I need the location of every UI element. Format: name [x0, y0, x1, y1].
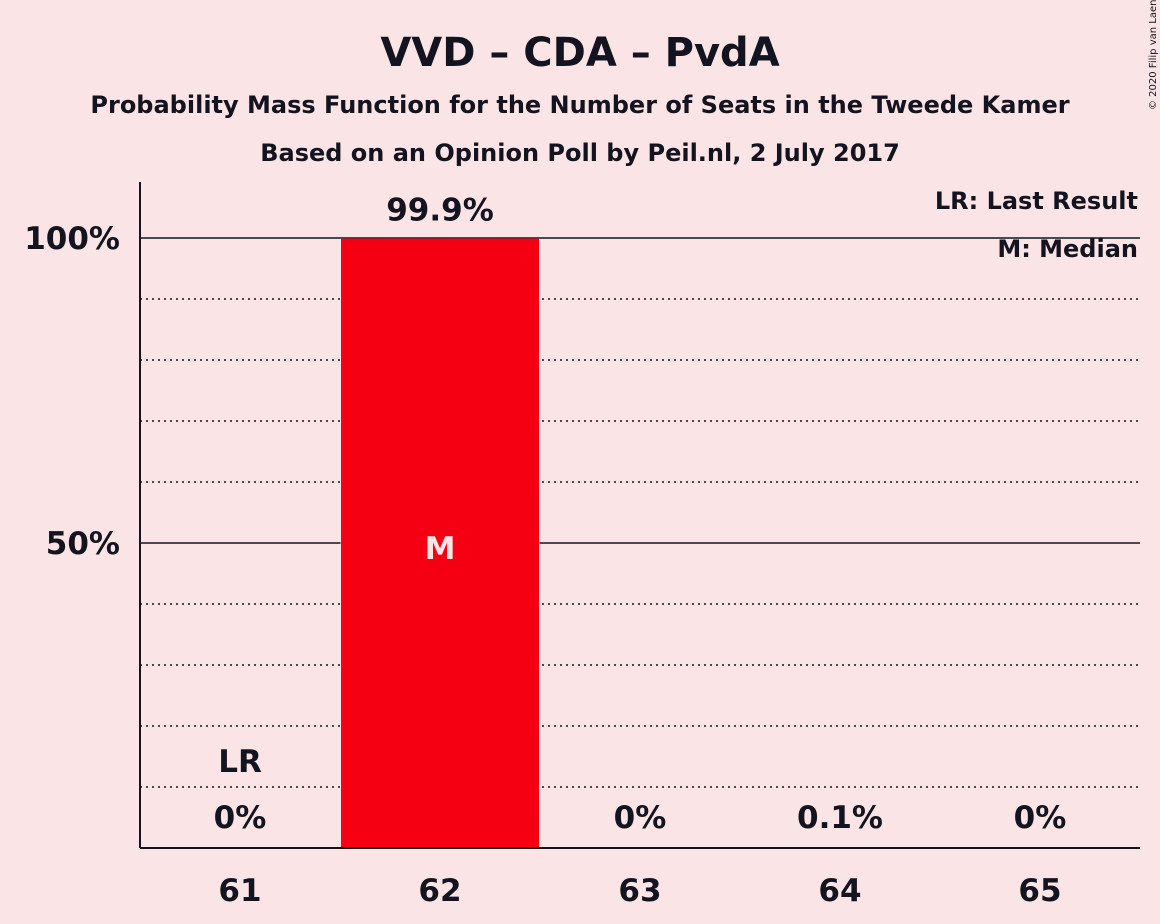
y-tick-labels: 50% 100%	[24, 221, 120, 562]
grid-lines	[140, 237, 1140, 788]
median-marker: M	[425, 531, 456, 567]
x-tick-label: 64	[818, 873, 861, 909]
chart-title: VVD – CDA – PvdA	[380, 30, 779, 76]
chart-subtitle-2: Based on an Opinion Poll by Peil.nl, 2 J…	[260, 139, 900, 167]
x-tick-labels: 61 62 63 64 65	[218, 873, 1061, 909]
x-tick-label: 62	[418, 873, 461, 909]
bar-value-labels: 0% LR 99.9% M 0% 0.1% 0%	[214, 193, 1067, 836]
bar-62	[341, 238, 539, 849]
bar-value-label: 0%	[214, 800, 267, 836]
last-result-marker: LR	[218, 744, 262, 780]
bar-value-label: 0%	[1014, 800, 1067, 836]
x-tick-label: 65	[1018, 873, 1061, 909]
bar-value-label: 99.9%	[386, 193, 494, 229]
y-tick-label: 100%	[24, 221, 120, 257]
bar-value-label: 0%	[614, 800, 667, 836]
chart-subtitle-1: Probability Mass Function for the Number…	[90, 91, 1069, 119]
legend-median: M: Median	[997, 235, 1138, 263]
y-tick-label: 50%	[46, 526, 120, 562]
x-tick-label: 63	[618, 873, 661, 909]
bar-value-label: 0.1%	[797, 800, 883, 836]
legend-last-result: LR: Last Result	[935, 187, 1138, 215]
x-tick-label: 61	[218, 873, 261, 909]
bars-group	[340, 238, 939, 849]
copyright-note: © 2020 Filip van Laenen	[1148, 0, 1159, 110]
